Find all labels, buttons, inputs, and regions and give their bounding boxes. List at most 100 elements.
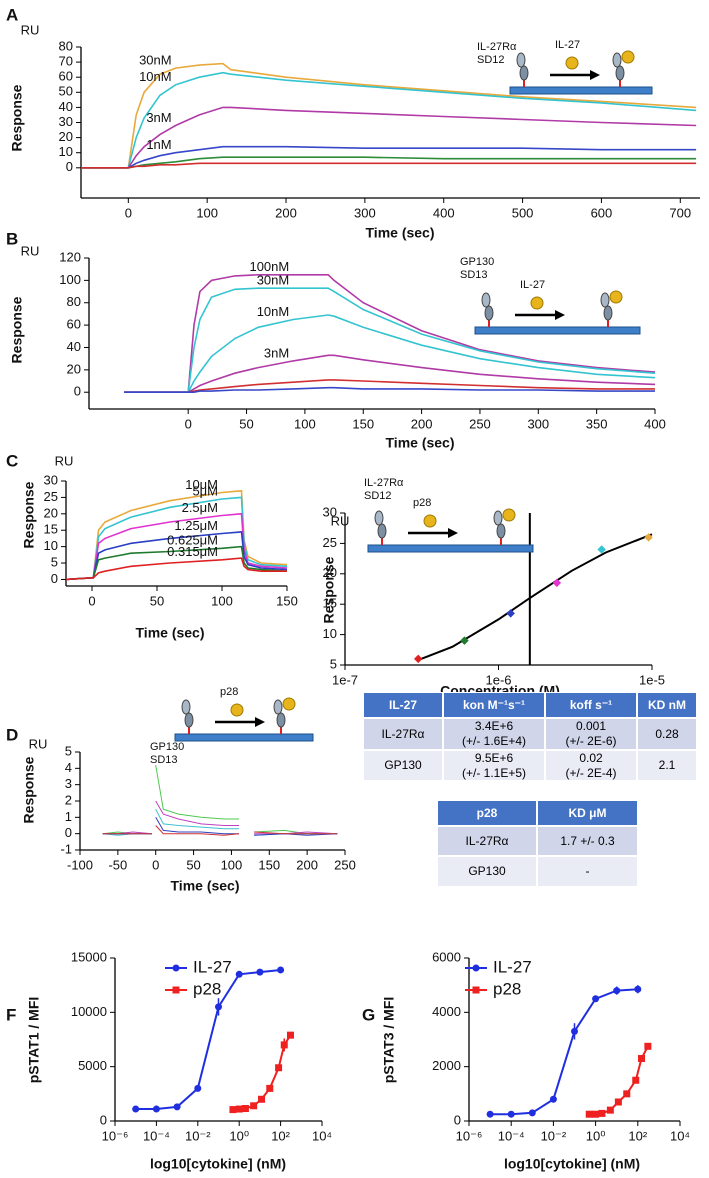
y-tick-label: 80	[67, 294, 81, 309]
point	[632, 1076, 640, 1084]
schematic-label: IL-27Rα	[364, 477, 404, 489]
table-cell: 9.5E+6 (+/- 1.1E+5)	[443, 750, 545, 781]
x-tick-label: 0	[152, 857, 159, 872]
y-tick-label: 30	[323, 504, 337, 519]
cell-text: 0.28	[655, 726, 679, 741]
table-cell: 3.4E+6 (+/- 1.6E+4)	[443, 718, 545, 750]
x-axis-title: Time (sec)	[386, 435, 455, 451]
y-tick-label: 5	[51, 554, 58, 569]
y-tick-label: 10	[59, 144, 73, 159]
y-tick-label: 0	[74, 384, 81, 399]
curve	[490, 988, 638, 1116]
curve-label: 1nM	[146, 137, 171, 152]
point	[614, 1098, 622, 1106]
x-tick-label: 10⁴	[312, 1128, 332, 1143]
x-tick-label: 1e-6	[485, 672, 511, 687]
point	[250, 1102, 258, 1110]
x-tick-label: 10⁻²	[185, 1128, 211, 1143]
point	[644, 1042, 652, 1050]
legend-label: p28	[193, 979, 221, 998]
sensorgram	[102, 765, 338, 835]
y-tick-label: 80	[59, 38, 73, 53]
sensorgram	[124, 386, 655, 393]
y-tick-label: 10	[44, 538, 58, 553]
x-tick-label: 700	[669, 205, 691, 220]
y-tick-label: 40	[59, 99, 73, 114]
panel-letter: G	[362, 1005, 375, 1024]
y-axis-title: Response	[9, 296, 25, 363]
ligand	[230, 703, 244, 717]
table: IL-27 kon M⁻¹s⁻¹ koff s⁻¹ KD nM IL-27Rα 3.4E+…	[363, 692, 697, 781]
x-tick-label: 1e-5	[639, 672, 665, 687]
cell-text: (+/- 1.6E+4)	[461, 734, 527, 748]
x-axis-title: Time (sec)	[136, 625, 205, 641]
x-tick-label: 10⁰	[229, 1128, 249, 1143]
point	[235, 1105, 243, 1113]
surface	[174, 733, 314, 742]
point	[241, 1105, 249, 1113]
receptor	[276, 712, 286, 728]
receptor	[374, 510, 384, 526]
receptor	[603, 305, 613, 321]
point	[507, 1110, 515, 1118]
header-cell: KD nM	[637, 692, 697, 718]
x-tick-label: 10⁻⁴	[498, 1128, 525, 1143]
legend-label: p28	[493, 979, 521, 998]
schematic-label: IL-27	[520, 279, 545, 291]
point	[552, 578, 562, 588]
arrow-head	[555, 310, 565, 320]
x-tick-label: 150	[276, 593, 298, 608]
point	[506, 609, 515, 618]
receptor	[519, 65, 529, 81]
ligand	[609, 290, 623, 304]
y-tick-label: 6000	[432, 949, 461, 964]
x-tick-label: 100	[211, 593, 233, 608]
point	[634, 985, 642, 993]
sensorgram	[124, 379, 655, 393]
y-axis-title: Response	[9, 84, 25, 151]
surface	[367, 544, 534, 553]
schematic-label: IL-27Rα	[477, 41, 517, 53]
x-axis-title: Time (sec)	[366, 225, 435, 241]
point	[235, 970, 243, 978]
x-tick-label: 150	[352, 416, 374, 431]
y-tick-label: 60	[59, 69, 73, 84]
cell-text: IL-27	[388, 697, 417, 712]
y-tick-label: 50	[59, 84, 73, 99]
y-tick-label: 0	[65, 825, 72, 840]
y-tick-label: 15	[323, 596, 337, 611]
y-tick-label: 0	[66, 159, 73, 174]
header-cell: KD μM	[537, 800, 638, 826]
sensorgram	[65, 557, 287, 581]
receptor	[493, 510, 503, 526]
x-axis-title: log10[cytokine] (nM)	[504, 1156, 640, 1172]
header-row: p28 KD μM	[437, 800, 638, 826]
cell-text: 1.7 +/- 0.3	[560, 833, 615, 848]
arrow-head	[590, 70, 600, 80]
y-tick-label: 5	[330, 656, 337, 671]
ligand	[502, 508, 516, 522]
point	[597, 545, 606, 554]
x-tick-label: 10⁴	[670, 1128, 690, 1143]
y-tick-label: 15000	[71, 949, 107, 964]
y-tick-label: 10000	[71, 1004, 107, 1019]
point	[413, 654, 423, 664]
point	[194, 1084, 202, 1092]
x-tick-label: 1e-7	[332, 672, 358, 687]
x-tick-label: 10⁻⁴	[143, 1128, 170, 1143]
receptor	[615, 65, 625, 81]
x-tick-label: 100	[294, 416, 316, 431]
point	[258, 1095, 266, 1103]
table-cell: 0.28	[637, 718, 697, 750]
x-tick-label: 300	[527, 416, 549, 431]
table: p28 KD μM IL-27Rα 1.7 +/- 0.3 GP130 -	[437, 800, 638, 887]
x-tick-label: 600	[591, 205, 613, 220]
schematic-label: SD12	[364, 490, 392, 502]
header-cell: IL-27	[363, 692, 443, 718]
x-tick-label: 300	[354, 205, 376, 220]
point	[277, 966, 285, 974]
y-tick-label: 2000	[432, 1058, 461, 1073]
y-tick-label: 25	[44, 489, 58, 504]
x-axis-title: log10[cytokine] (nM)	[150, 1156, 286, 1172]
